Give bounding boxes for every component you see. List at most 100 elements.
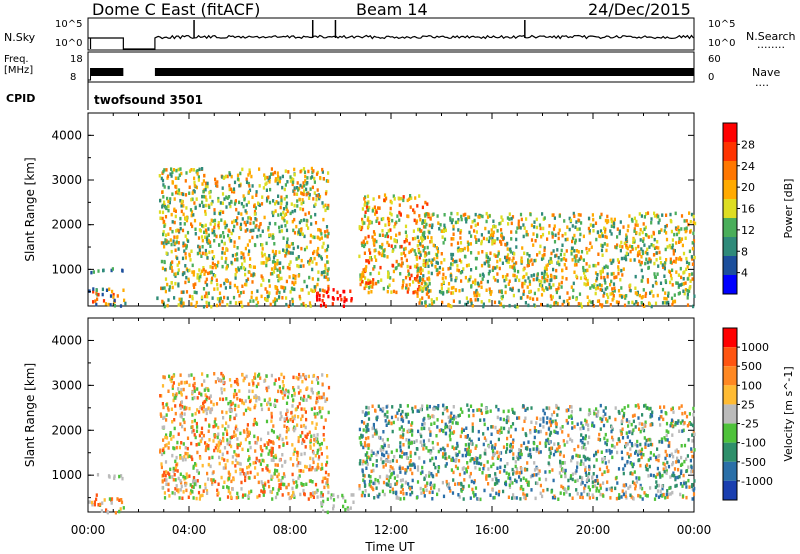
power-cell <box>484 226 487 231</box>
power-cell <box>424 214 427 218</box>
velocity-cell <box>283 424 286 428</box>
velocity-cell <box>218 461 221 466</box>
power-cell <box>260 202 264 206</box>
date-title: 24/Dec/2015 <box>588 0 691 19</box>
power-cell <box>505 255 508 260</box>
power-cell <box>295 192 299 196</box>
velocity-cell <box>213 372 216 376</box>
velocity-cell <box>274 455 278 460</box>
power-cell <box>204 212 207 216</box>
velocity-cell <box>190 455 193 459</box>
power-cell <box>492 230 495 235</box>
power-cell <box>321 201 324 205</box>
velocity-cell <box>209 464 212 469</box>
ytick-label: 1000 <box>51 262 82 276</box>
velocity-cell <box>308 464 312 468</box>
velocity-cell <box>302 488 305 493</box>
power-cell <box>422 258 425 263</box>
power-cell <box>659 281 663 285</box>
power-cell <box>668 243 671 248</box>
velocity-cell <box>292 490 295 495</box>
velocity-cell <box>473 457 476 462</box>
velocity-cell <box>237 443 240 447</box>
velocity-cell <box>310 388 313 393</box>
velocity-cell <box>361 469 364 474</box>
power-cell <box>164 238 167 242</box>
power-cell <box>116 294 119 298</box>
velocity-cell <box>223 458 226 462</box>
velocity-cell <box>278 377 281 381</box>
power-cell <box>301 185 304 189</box>
velocity-cell <box>421 404 424 408</box>
velocity-cell <box>511 440 515 445</box>
power-cell <box>566 291 569 295</box>
velocity-cell <box>242 429 246 433</box>
power-cell <box>571 224 574 228</box>
velocity-cell <box>409 454 412 458</box>
power-cell <box>275 298 278 302</box>
velocity-cell <box>654 485 657 490</box>
power-cell <box>206 181 209 186</box>
power-cell <box>277 274 280 278</box>
velocity-cell <box>539 429 542 434</box>
velocity-cell <box>299 375 302 379</box>
power-cell <box>203 272 206 276</box>
power-cell <box>685 256 688 261</box>
power-cell <box>236 222 239 226</box>
power-cell <box>437 250 440 254</box>
power-cell <box>415 255 418 259</box>
power-cell <box>392 289 396 294</box>
velocity-cell <box>685 457 688 461</box>
power-cell <box>309 240 312 244</box>
velocity-cell <box>286 408 289 412</box>
velocity-cell <box>280 482 283 487</box>
power-cell <box>170 265 173 270</box>
power-cell <box>575 263 578 267</box>
power-cell <box>378 252 381 256</box>
power-cell <box>212 219 215 223</box>
velocity-cell <box>427 413 430 418</box>
velocity-cell <box>239 462 242 466</box>
nsearch-label: N.Search <box>746 30 796 43</box>
velocity-cell <box>315 467 318 472</box>
power-cell <box>361 225 364 230</box>
power-cell <box>168 200 171 205</box>
velocity-cell <box>257 374 260 378</box>
power-cell <box>680 275 683 280</box>
velocity-cell <box>546 416 549 420</box>
power-cell <box>321 170 324 174</box>
power-cell <box>634 223 637 227</box>
power-cell <box>525 230 528 234</box>
velocity-cell <box>162 438 165 442</box>
velocity-cell <box>204 448 207 453</box>
velocity-cell <box>273 471 276 476</box>
power-cell <box>690 255 693 259</box>
power-cell <box>202 266 205 270</box>
velocity-cell <box>567 478 570 483</box>
radar-title: Dome C East (fitACF) <box>92 0 261 19</box>
power-cell <box>683 227 686 231</box>
power-cell <box>200 295 204 299</box>
velocity-cell <box>297 385 300 390</box>
velocity-cell <box>460 489 463 493</box>
power-cell <box>319 176 322 180</box>
velocity-cell <box>395 459 398 463</box>
velocity-cell <box>95 497 98 502</box>
power-cell <box>160 259 163 264</box>
velocity-cell <box>222 436 225 441</box>
velocity-cell <box>311 380 314 384</box>
velocity-cell <box>165 478 168 482</box>
power-cell <box>370 290 373 294</box>
power-cell <box>428 303 431 307</box>
velocity-cell <box>217 491 220 495</box>
power-cell <box>198 167 201 172</box>
power-cell <box>285 201 288 206</box>
power-cell <box>287 304 290 309</box>
velocity-cell <box>593 409 596 414</box>
power-cell <box>305 223 308 227</box>
velocity-cell <box>184 483 187 488</box>
velocity-cell <box>651 410 654 414</box>
power-cell <box>610 272 613 276</box>
velocity-cell <box>167 408 170 412</box>
velocity-cell <box>571 496 574 500</box>
